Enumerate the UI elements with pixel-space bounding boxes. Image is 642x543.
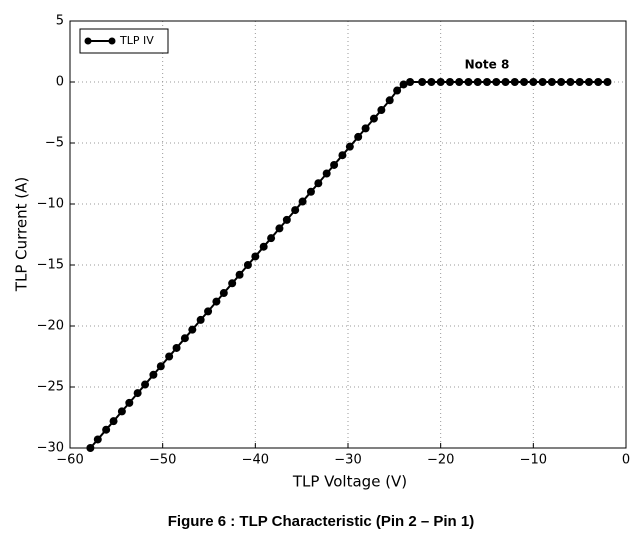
- marker: [538, 78, 547, 86]
- plot-frame: [69, 20, 627, 449]
- marker: [251, 252, 260, 261]
- marker: [149, 370, 158, 379]
- marker: [219, 289, 228, 298]
- marker: [361, 124, 370, 133]
- marker: [557, 78, 566, 86]
- marker: [291, 206, 300, 215]
- marker: [584, 78, 593, 86]
- x-axis-label: TLP Voltage (V): [292, 473, 407, 491]
- y-tick-label: 0: [56, 75, 64, 90]
- marker: [109, 417, 118, 426]
- marker: [141, 380, 150, 389]
- x-tick-label: −50: [149, 453, 176, 468]
- legend-marker: [108, 37, 116, 45]
- marker: [314, 179, 323, 188]
- y-tick-label: −15: [37, 258, 64, 273]
- marker: [188, 325, 197, 334]
- marker: [165, 352, 174, 361]
- marker: [501, 78, 510, 86]
- marker: [566, 78, 575, 86]
- marker: [492, 78, 501, 86]
- y-tick-label: −25: [37, 380, 64, 395]
- marker: [102, 425, 111, 434]
- marker: [406, 78, 415, 86]
- marker: [180, 334, 189, 343]
- x-tick-label: −30: [334, 453, 361, 468]
- marker: [330, 160, 339, 169]
- marker: [473, 78, 482, 86]
- marker: [603, 78, 612, 86]
- marker: [306, 187, 315, 196]
- marker: [354, 132, 363, 141]
- marker: [483, 78, 491, 86]
- x-tick-label: −20: [427, 453, 454, 468]
- marker: [345, 142, 354, 151]
- marker: [282, 215, 291, 224]
- marker: [510, 78, 519, 86]
- x-tick-label: −60: [56, 453, 83, 468]
- legend-marker: [84, 37, 92, 45]
- marker: [235, 270, 244, 279]
- marker: [93, 435, 102, 444]
- series-line: [89, 81, 608, 449]
- marker: [427, 78, 436, 86]
- y-tick-label: −20: [37, 319, 64, 334]
- marker: [547, 78, 556, 86]
- marker: [117, 407, 126, 416]
- x-tick-label: −10: [520, 453, 547, 468]
- marker: [275, 224, 284, 233]
- y-axis-label: TLP Current (A): [13, 177, 31, 292]
- marker: [455, 78, 464, 86]
- marker: [156, 362, 165, 371]
- marker: [196, 315, 205, 324]
- marker: [133, 389, 142, 398]
- annotation: Note 8: [465, 58, 510, 72]
- marker: [393, 86, 402, 95]
- marker: [204, 307, 213, 316]
- marker: [377, 106, 386, 115]
- marker: [445, 78, 454, 86]
- x-tick-label: 0: [622, 453, 630, 468]
- marker: [436, 78, 445, 86]
- marker: [125, 398, 134, 407]
- marker: [259, 242, 268, 251]
- marker: [594, 78, 603, 86]
- caption: Figure 6 : TLP Characteristic (Pin 2 – P…: [168, 513, 474, 530]
- marker: [529, 78, 538, 86]
- marker: [298, 197, 307, 206]
- marker: [575, 78, 584, 86]
- marker: [172, 343, 181, 352]
- marker: [520, 78, 529, 86]
- y-tick-label: −5: [45, 136, 64, 151]
- y-tick-label: −30: [37, 441, 64, 456]
- marker: [369, 114, 378, 123]
- y-tick-label: −10: [37, 197, 64, 212]
- marker: [322, 169, 331, 178]
- marker: [338, 151, 347, 160]
- legend-label: TLP IV: [119, 34, 154, 47]
- marker: [464, 78, 473, 86]
- marker: [212, 297, 221, 306]
- marker: [399, 80, 408, 89]
- marker: [267, 234, 276, 243]
- marker: [86, 444, 95, 452]
- marker: [243, 261, 252, 269]
- marker: [418, 78, 427, 86]
- marker: [228, 279, 237, 288]
- x-tick-label: −40: [242, 453, 269, 468]
- marker: [385, 96, 394, 105]
- y-tick-label: 5: [56, 14, 64, 29]
